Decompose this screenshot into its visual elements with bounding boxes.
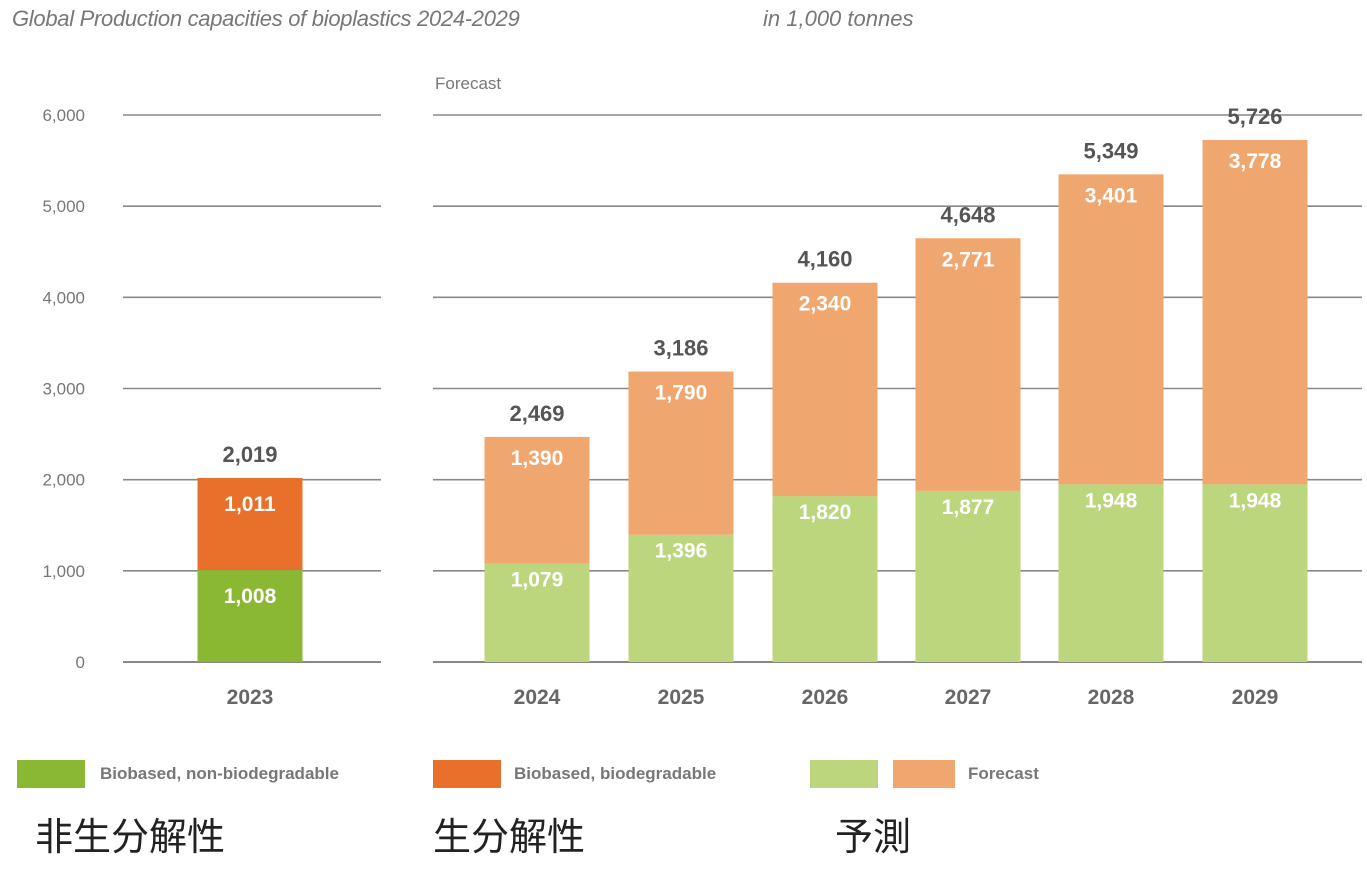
x-tick-label: 2029 [1232,686,1279,709]
bar-non-biodegradable [772,496,878,662]
value-label-biodegradable: 1,011 [224,493,276,516]
value-label-biodegradable: 3,401 [1085,184,1138,207]
total-label: 2,469 [509,401,564,426]
legend-label-non-biodegradable: Biobased, non-biodegradable [100,764,339,783]
y-tick-label: 4,000 [42,288,85,307]
bar-non-biodegradable [1058,484,1164,662]
bar-non-biodegradable [1202,484,1308,662]
bar-non-biodegradable [484,563,590,662]
bar-biodegradable [772,282,878,497]
total-label: 5,726 [1227,104,1282,129]
legend-swatch-forecast-biodegradable [893,760,955,788]
total-label: 2,019 [222,442,277,467]
legend-label-forecast: Forecast [968,764,1039,783]
annotation-jp-forecast: 予測 [835,815,912,859]
value-label-non-biodegradable: 1,877 [942,496,995,519]
bar-non-biodegradable [915,490,1021,662]
value-label-biodegradable: 2,340 [799,293,852,316]
annotation-jp-non-biodegradable: 非生分解性 [35,815,226,859]
y-tick-label: 1,000 [42,562,85,581]
x-tick-label: 2027 [945,686,992,709]
total-label: 4,648 [940,202,995,227]
value-label-biodegradable: 1,790 [655,382,708,405]
value-label-non-biodegradable: 1,948 [1229,489,1282,512]
bar-non-biodegradable [197,570,303,662]
legend-swatch-forecast-non-biodegradable [810,760,878,788]
bar-biodegradable [197,477,303,571]
bar-biodegradable [628,371,734,535]
bar-biodegradable [1202,139,1308,485]
y-tick-label: 2,000 [42,471,85,490]
x-tick-label: 2028 [1088,686,1135,709]
value-label-biodegradable: 2,771 [942,248,995,271]
bar-biodegradable [1058,174,1164,485]
chart-unit: in 1,000 tonnes [763,6,914,31]
x-tick-label: 2023 [227,686,274,709]
x-tick-label: 2025 [658,686,705,709]
y-tick-label: 3,000 [42,380,85,399]
y-tick-label: 5,000 [42,197,85,216]
bar-chart: 0 1,000 2,000 3,000 4,000 5,000 6,000 Forecast 1… [42,74,1362,709]
bar-non-biodegradable [628,534,734,662]
chart-title: Global Production capacities of bioplast… [12,6,520,31]
value-label-non-biodegradable: 1,820 [799,501,852,524]
value-label-non-biodegradable: 1,079 [511,569,564,592]
y-tick-label: 6,000 [42,106,85,125]
legend-label-biodegradable: Biobased, biodegradable [514,764,717,783]
y-tick-label: 0 [76,653,85,672]
total-label: 4,160 [797,247,852,272]
value-label-non-biodegradable: 1,396 [655,540,708,563]
annotation-jp-biodegradable: 生分解性 [433,815,586,859]
bar-biodegradable [484,436,590,564]
x-tick-label: 2024 [514,686,561,709]
value-label-biodegradable: 1,390 [511,447,564,470]
legend-swatch-biodegradable [433,760,501,788]
value-label-non-biodegradable: 1,948 [1085,489,1138,512]
bar-biodegradable [915,238,1021,491]
x-tick-label: 2026 [802,686,849,709]
total-label: 3,186 [653,336,708,361]
forecast-label: Forecast [435,74,501,93]
value-label-biodegradable: 3,778 [1229,150,1282,173]
value-label-non-biodegradable: 1,008 [224,585,277,608]
legend-swatch-non-biodegradable [17,760,85,788]
total-label: 5,349 [1083,138,1138,163]
